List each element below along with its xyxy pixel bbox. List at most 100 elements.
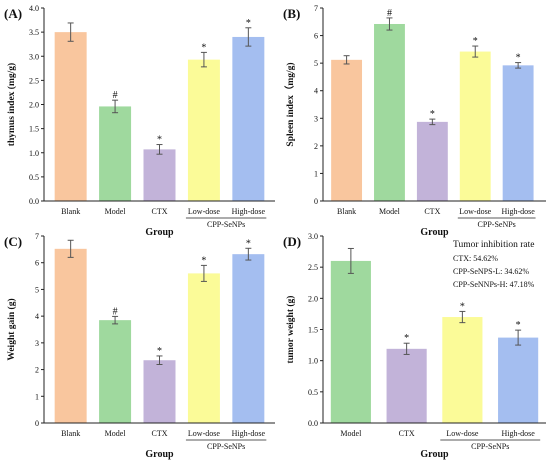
y-tick-label: 0.5 [29,173,39,182]
bar [99,320,132,423]
y-axis-title: Weight gain (g) [6,298,17,360]
chart-panel-4: (D) 0.0 0.5 1.0 1.5 2.0 2.5 3.0 Model * CTX * Low-do… [283,232,546,460]
x-axis-title: Group [145,227,174,238]
y-tick-label: 3 [314,114,318,123]
category-label: Low-dose [188,429,220,438]
category-label: High-dose [501,207,535,216]
bar [187,59,220,201]
y-tick-label: 0.0 [29,197,39,206]
category-label: CTX [424,207,440,216]
y-tick-label: 1.0 [308,357,318,366]
significance-mark: * [516,320,521,331]
y-tick-label: 0 [314,197,318,206]
y-tick-label: 5 [314,59,318,68]
chart-panel-1: (A) 0.0 0.5 1.0 1.5 2.0 2.5 3.0 3.5 4.0 Blank # Mode… [4,4,275,238]
category-label: Blank [61,429,80,438]
category-label: Low-dose [459,207,491,216]
y-tick-label: 2.5 [308,263,318,272]
y-tick-label: 1.0 [29,149,39,158]
x-axis-title: Group [145,449,174,460]
y-tick-label: 4 [35,312,39,321]
y-tick-label: 3.5 [29,28,39,37]
bar [143,149,176,201]
bar [54,248,87,423]
significance-mark: # [113,306,118,317]
category-label: CTX [152,429,168,438]
y-tick-label: 2.0 [29,101,39,110]
bar [459,51,491,201]
y-tick-label: 0.5 [308,388,318,397]
significance-mark: * [246,18,251,29]
bar [502,65,534,201]
y-tick-label: 7 [314,4,318,13]
group-label: CPP-SeNPs [207,442,245,451]
category-label: Model [340,429,362,438]
x-axis-title: Group [420,449,449,460]
bar [331,59,363,201]
y-tick-label: 0.0 [308,419,318,428]
y-tick-label: 1 [35,392,39,401]
y-tick-label: 2 [35,366,39,375]
bar [416,121,448,201]
y-axis-title: Spleen index（mg/g) [284,62,296,146]
significance-mark: * [404,333,409,344]
bar [386,348,427,423]
panel-label: (A) [4,6,22,21]
significance-mark: * [157,135,162,146]
panel-label: (C) [4,234,22,249]
y-tick-label: 6 [314,32,318,41]
category-label: Low-dose [188,207,220,216]
bar [374,23,405,202]
y-tick-label: 3.0 [308,232,318,241]
category-label: CTX [152,207,168,216]
bar [498,337,539,423]
significance-mark: # [113,90,118,101]
significance-mark: * [516,53,521,64]
y-tick-label: 0 [35,419,39,428]
y-tick-label: 5 [35,285,39,294]
significance-mark: * [201,42,206,53]
group-label: CPP-SeNPs [471,442,509,451]
y-tick-label: 7 [35,232,39,241]
y-tick-label: 1.5 [308,326,318,335]
y-tick-label: 2 [314,142,318,151]
annotation-line: CPP-SeNNPs-H: 47.18% [453,280,535,289]
category-label: High-dose [501,429,535,438]
bar [232,36,265,202]
y-tick-label: 1.5 [29,125,39,134]
category-label: Low-dose [446,429,478,438]
y-axis-title: thymus index (mg/g) [6,63,17,146]
chart-panel-2: (B) 0 1 2 3 4 5 6 7 Blank # Model * CTX * Low-dose * High… [283,4,546,238]
group-label: CPP-SeNPs [207,220,245,229]
significance-mark: # [387,8,392,19]
y-tick-label: 6 [35,259,39,268]
bar [187,273,220,423]
category-label: Model [105,429,127,438]
significance-mark: * [460,301,465,312]
significance-mark: * [246,238,251,249]
y-tick-label: 1 [314,169,318,178]
y-tick-label: 3.0 [29,52,39,61]
category-label: High-dose [232,207,266,216]
bar [143,360,176,423]
category-label: Blank [337,207,356,216]
bar [442,317,483,423]
y-axis-title: tumor weight (g) [285,296,296,364]
bar [232,254,265,423]
bar [330,260,371,423]
x-axis-title: Group [420,227,449,238]
panel-label: (B) [283,6,300,21]
annotation-line: CTX: 54.62% [453,254,498,263]
category-label: High-dose [232,429,266,438]
y-tick-label: 2.5 [29,76,39,85]
category-label: Model [379,207,401,216]
chart-panel-3: (C) 0 1 2 3 4 5 6 7 Blank # Model * CTX * Low-dose * High… [4,232,275,460]
y-tick-label: 2.0 [308,294,318,303]
panel-label: (D) [283,234,301,249]
category-label: Blank [61,207,80,216]
category-label: Model [105,207,127,216]
bar [54,32,87,201]
y-tick-label: 4.0 [29,4,39,13]
significance-mark: * [157,346,162,357]
group-label: CPP-SeNPs [478,220,516,229]
